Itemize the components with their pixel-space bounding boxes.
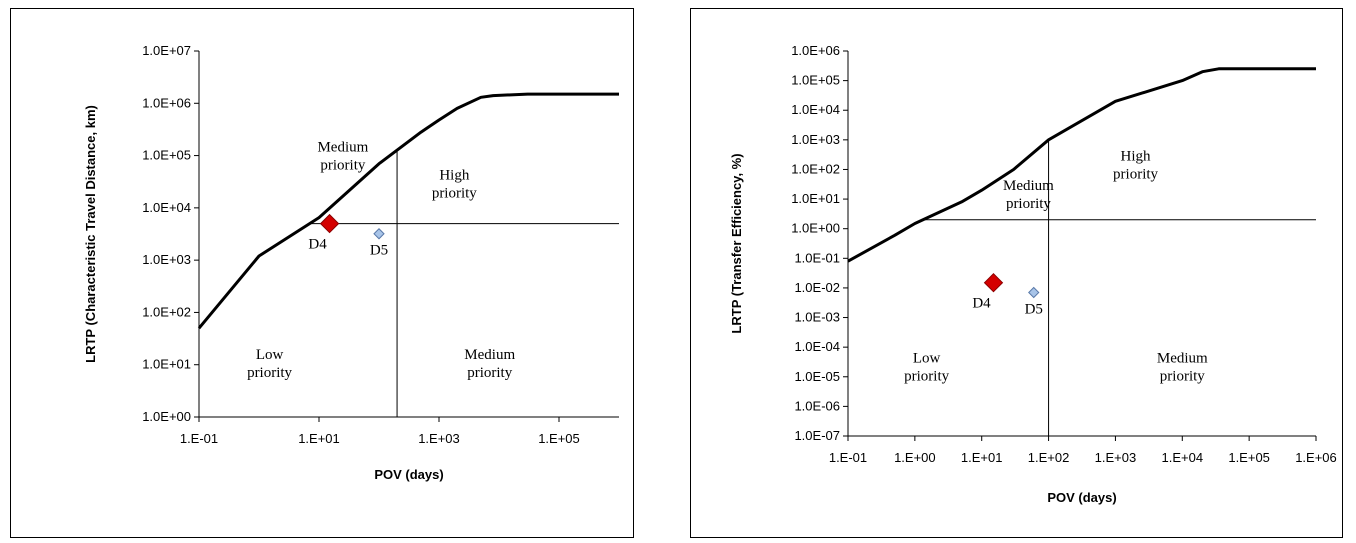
y-tick-label: 1.0E-04: [794, 339, 840, 354]
y-tick-label: 1.0E+05: [142, 148, 191, 163]
region-label: priority: [467, 365, 512, 381]
region-label: priority: [1113, 167, 1158, 183]
region-label: Low: [256, 347, 284, 363]
y-axis-title: LRTP (Transfer Efficiency, %): [729, 153, 744, 333]
point-d4-label: D4: [308, 237, 327, 253]
region-label: Low: [913, 351, 941, 367]
region-label: High: [439, 167, 470, 183]
x-tick-label: 1.E+03: [418, 431, 460, 446]
x-tick-label: 1.E-01: [180, 431, 218, 446]
x-tick-label: 1.E+05: [538, 431, 580, 446]
y-tick-label: 1.0E-06: [794, 398, 840, 413]
x-tick-label: 1.E-01: [829, 450, 867, 465]
y-tick-label: 1.0E-07: [794, 428, 840, 443]
region-label: priority: [904, 369, 949, 385]
boundary-curve: [847, 67, 1316, 263]
region-label: priority: [1160, 369, 1205, 385]
region-label: Medium: [1003, 178, 1054, 194]
y-tick-label: 1.0E+06: [142, 95, 191, 110]
x-tick-label: 1.E+01: [961, 450, 1003, 465]
chart-right-svg: 1.0E-07 1.0E-06 1.0E-05 1.0E-04 1.0E-03 1.0E-…: [729, 43, 1337, 505]
region-label: High: [1121, 149, 1152, 165]
point-d5-label: D5: [370, 243, 388, 259]
x-tick-label: 1.E+05: [1228, 450, 1270, 465]
y-tick-label: 1.0E+05: [791, 73, 840, 88]
y-tick-label: 1.0E+00: [791, 221, 840, 236]
y-tick-label: 1.0E+02: [142, 304, 191, 319]
point-d5-marker: [1028, 286, 1040, 299]
x-tick-label: 1.E+00: [894, 450, 936, 465]
y-tick-label: 1.0E+02: [791, 161, 840, 176]
point-d4-label: D4: [972, 296, 991, 312]
point-d4-marker: [983, 273, 1004, 293]
region-label: priority: [432, 185, 477, 201]
y-tick-label: 1.0E+06: [791, 43, 840, 58]
x-axis-title: POV (days): [374, 467, 443, 482]
point-d5-marker: [373, 228, 385, 240]
x-axis-title: POV (days): [1047, 490, 1116, 505]
region-label: Medium: [317, 139, 368, 155]
y-tick-label: 1.0E-01: [794, 250, 840, 265]
y-tick-label: 1.0E-02: [794, 280, 840, 295]
x-tick-label: 1.E+04: [1161, 450, 1203, 465]
y-tick-label: 1.0E+07: [142, 43, 191, 58]
y-tick-label: 1.0E+03: [791, 132, 840, 147]
y-tick-label: 1.0E+03: [142, 252, 191, 267]
x-tick-label: 1.E+03: [1095, 450, 1137, 465]
y-tick-label: 1.0E-03: [794, 310, 840, 325]
point-d4-marker: [319, 213, 340, 234]
y-tick-label: 1.0E+00: [142, 409, 191, 424]
y-tick-label: 1.0E+01: [791, 191, 840, 206]
x-tick-label: 1.E+01: [298, 431, 340, 446]
region-label: priority: [1006, 196, 1051, 212]
y-tick-label: 1.0E+01: [142, 357, 191, 372]
region-label: priority: [247, 365, 292, 381]
chart-left-svg: 1.0E+00 1.0E+01 1.0E+02 1.0E+03 1.0E+04 1.0E+…: [83, 43, 619, 482]
y-tick-label: 1.0E-05: [794, 369, 840, 384]
chart-panel-right: 1.0E-07 1.0E-06 1.0E-05 1.0E-04 1.0E-03 1.0E-…: [690, 8, 1343, 538]
y-axis-title: LRTP (Characteristic Travel Distance, km…: [83, 105, 98, 363]
y-tick-label: 1.0E+04: [791, 102, 840, 117]
region-label: Medium: [1157, 351, 1208, 367]
point-d5-label: D5: [1025, 302, 1043, 318]
y-tick-label: 1.0E+04: [142, 200, 191, 215]
chart-panel-left: 1.0E+00 1.0E+01 1.0E+02 1.0E+03 1.0E+04 1.0E+…: [10, 8, 634, 538]
boundary-curve: [197, 92, 619, 330]
x-tick-label: 1.E+02: [1028, 450, 1070, 465]
region-label: priority: [320, 157, 365, 173]
x-tick-label: 1.E+06: [1295, 450, 1337, 465]
region-label: Medium: [464, 347, 515, 363]
